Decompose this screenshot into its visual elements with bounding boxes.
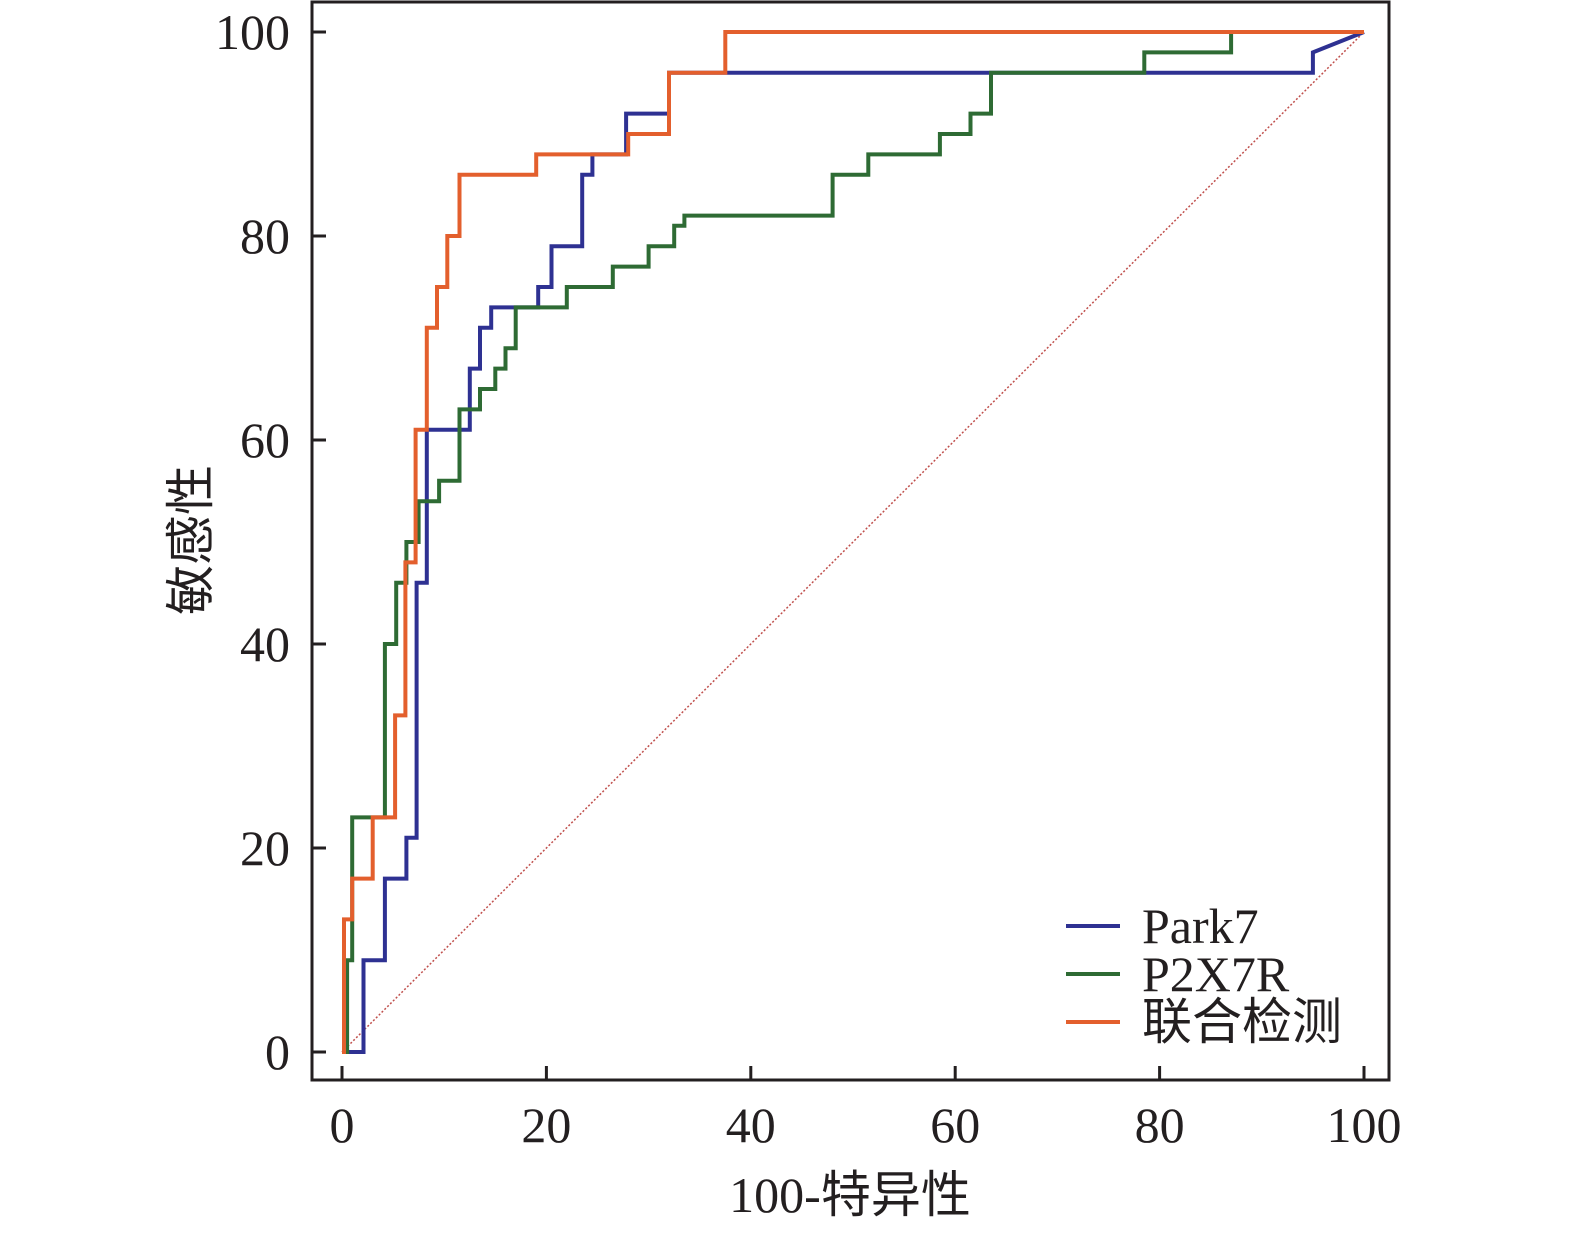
series-line-3 xyxy=(342,30,1364,1054)
series-line-1 xyxy=(342,30,1365,1054)
series-layer xyxy=(342,30,1365,1054)
x-tick-label: 40 xyxy=(726,1097,776,1153)
legend-label: Park7 xyxy=(1142,898,1259,954)
legend-label: 联合检测 xyxy=(1142,994,1342,1050)
y-axis-ticks: 0 20 40 60 80 100 xyxy=(215,4,326,1080)
y-tick-label: 60 xyxy=(240,412,290,468)
x-tick-label: 20 xyxy=(521,1097,571,1153)
x-axis-title: 100-特异性 xyxy=(729,1167,971,1223)
x-tick-label: 60 xyxy=(930,1097,980,1153)
reference-diagonal-line xyxy=(341,31,1365,1053)
plot-frame xyxy=(310,0,1391,1082)
y-tick-label: 80 xyxy=(240,208,290,264)
y-tick-label: 0 xyxy=(265,1024,290,1080)
x-tick-label: 0 xyxy=(330,1097,355,1153)
x-tick-label: 80 xyxy=(1135,1097,1185,1153)
x-axis-ticks: 0 20 40 60 80 100 xyxy=(330,1066,1402,1153)
y-tick-label: 20 xyxy=(240,820,290,876)
x-tick-label: 100 xyxy=(1327,1097,1402,1153)
series-line-2 xyxy=(342,30,1364,1054)
y-axis-title: 敏感性 xyxy=(163,465,219,615)
reference-line-layer xyxy=(341,31,1365,1053)
y-tick-label: 100 xyxy=(215,4,290,60)
y-tick-label: 40 xyxy=(240,616,290,672)
legend-label: P2X7R xyxy=(1142,946,1290,1002)
